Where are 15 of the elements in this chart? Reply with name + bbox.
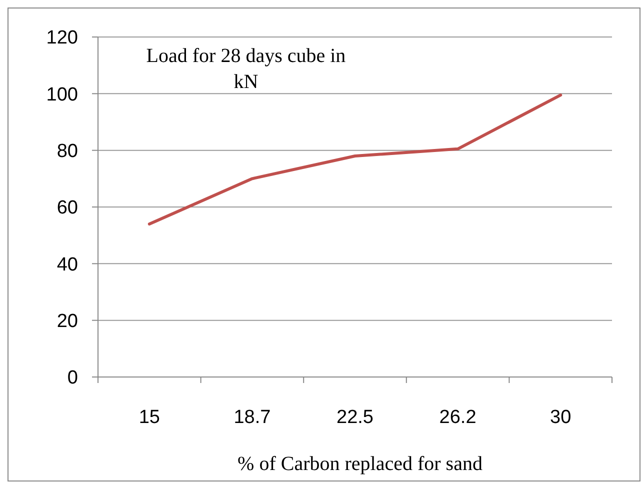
x-tick-label: 18.7 (234, 407, 271, 428)
line-series (148, 94, 562, 226)
y-tick-label: 20 (56, 310, 78, 332)
y-tick-label: 100 (46, 84, 78, 106)
x-tick-label: 15 (138, 407, 160, 428)
x-axis-title: % of Carbon replaced for sand (238, 453, 482, 475)
y-tick-label: 40 (56, 254, 78, 276)
text: Load for 28 days cube in kN (146, 45, 346, 93)
x-tick-label: 26.2 (439, 407, 476, 428)
y-tick-label: 60 (56, 198, 78, 219)
x-tick-label: 22.5 (336, 407, 374, 428)
y-tick-label: 0 (67, 368, 78, 389)
y-tick-label: 80 (56, 140, 78, 162)
x-tick-label: 30 (550, 407, 572, 428)
y-tick-label: 120 (46, 28, 78, 49)
